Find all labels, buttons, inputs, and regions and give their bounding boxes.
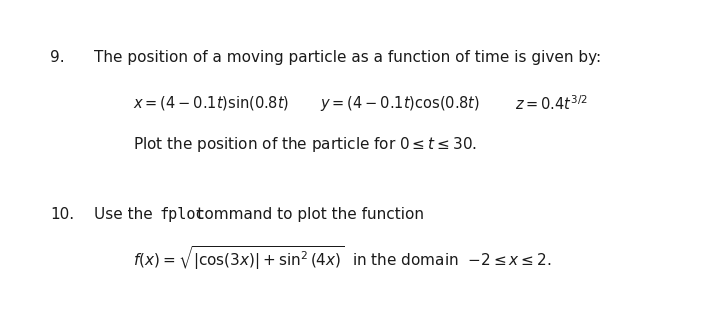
Text: $z = 0.4t^{3/2}$: $z = 0.4t^{3/2}$	[515, 94, 588, 113]
Text: Use the: Use the	[94, 207, 157, 222]
Text: 9.: 9.	[50, 50, 65, 65]
Text: The position of a moving particle as a function of time is given by:: The position of a moving particle as a f…	[94, 50, 600, 65]
Text: fplot: fplot	[160, 207, 205, 222]
Text: $f(x) = \sqrt{|\cos(3x)| + \sin^2(4x)}$  in the domain  $-2 \leq x \leq 2$.: $f(x) = \sqrt{|\cos(3x)| + \sin^2(4x)}$ …	[133, 245, 552, 272]
Text: $x = (4 - 0.1t)\sin(0.8t)$: $x = (4 - 0.1t)\sin(0.8t)$	[133, 94, 289, 112]
Text: command to plot the function: command to plot the function	[191, 207, 424, 222]
Text: 10.: 10.	[50, 207, 75, 222]
Text: Plot the position of the particle for $0 \leq t \leq 30$.: Plot the position of the particle for $0…	[133, 135, 477, 154]
Text: $y = (4 - 0.1t)\cos(0.8t)$: $y = (4 - 0.1t)\cos(0.8t)$	[320, 94, 480, 113]
